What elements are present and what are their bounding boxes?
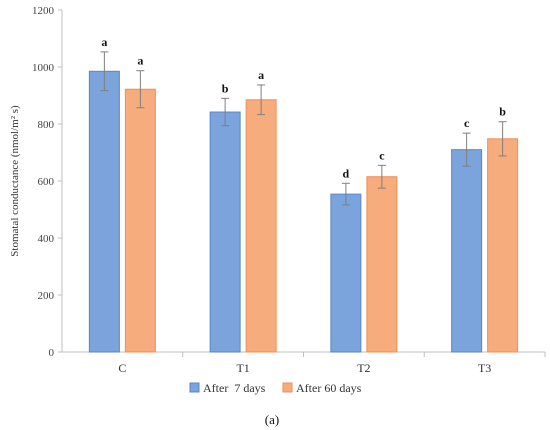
significance-label: d xyxy=(343,166,350,180)
x-tick-label: T1 xyxy=(236,361,249,375)
legend-label: After 7 days xyxy=(203,381,266,395)
bar xyxy=(451,149,483,353)
y-tick-label: 0 xyxy=(49,347,55,359)
y-tick-label: 400 xyxy=(38,233,55,245)
significance-label: a xyxy=(101,35,107,49)
significance-label: a xyxy=(137,54,143,68)
significance-label: c xyxy=(464,116,470,130)
bars: a a b a d c c b xyxy=(88,35,519,353)
bar xyxy=(366,176,398,353)
bar xyxy=(330,193,362,353)
y-tick-label: 1200 xyxy=(32,5,55,17)
bar xyxy=(487,138,519,353)
x-tick-label: T3 xyxy=(478,361,491,375)
x-axis: C T1 T2 T3 xyxy=(62,351,546,375)
legend: After 7 days After 60 days xyxy=(189,381,362,395)
legend-swatch xyxy=(282,382,293,393)
x-tick-label: T2 xyxy=(357,361,370,375)
y-tick-label: 800 xyxy=(38,119,55,131)
y-axis: 0 200 400 600 800 1000 1200 xyxy=(32,5,63,359)
significance-label: b xyxy=(222,81,229,95)
bar xyxy=(245,99,277,353)
y-tick-label: 600 xyxy=(38,176,55,188)
bar xyxy=(124,88,156,353)
panel-label: (a) xyxy=(265,412,279,427)
x-tick-label: C xyxy=(118,361,126,375)
bar xyxy=(88,70,120,353)
significance-label: a xyxy=(258,68,264,82)
y-tick-label: 200 xyxy=(38,290,55,302)
legend-label: After 60 days xyxy=(296,381,362,395)
legend-swatch xyxy=(189,382,200,393)
y-tick-label: 1000 xyxy=(32,62,55,74)
significance-label: c xyxy=(379,148,385,162)
significance-label: b xyxy=(499,105,506,119)
bar xyxy=(209,111,241,353)
y-axis-label: Stomatal conductance (nmol/m² s) xyxy=(9,105,21,257)
